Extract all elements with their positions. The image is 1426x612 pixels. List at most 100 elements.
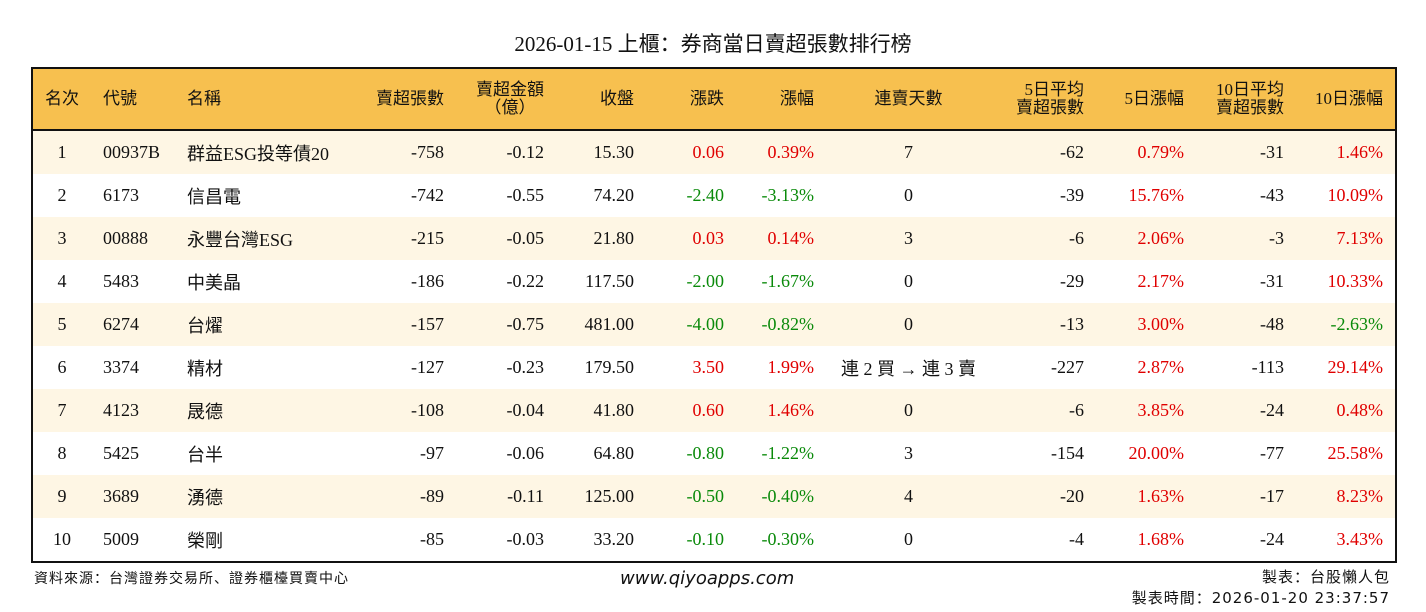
cell-pct: 1.46% [767,400,815,420]
cell-avg10: -48 [1260,314,1284,334]
table-row: 8 5425 台半 -97 -0.06 64.80 -0.80 -1.22% 3 -154 20.0… [32,432,1396,475]
cell-name: 晟德 [187,401,223,422]
cell-rank: 8 [57,443,67,463]
cell-code: 5483 [103,271,139,291]
cell-avg10: -17 [1260,486,1284,506]
table-row: 3 00888 永豐台灣ESG -215 -0.05 21.80 0.03 0.14% 3 -6 2… [32,217,1396,260]
cell-days: 4 [904,486,913,506]
cell-pct5: 3.00% [1137,314,1185,334]
cell-close: 41.80 [593,400,635,420]
cell-avg5: -39 [1060,185,1084,205]
maker: 製表：台股懶人包 [1261,568,1390,586]
cell-rank: 4 [57,271,67,291]
cell-rank: 6 [57,357,67,377]
cell-avg10: -31 [1260,142,1284,162]
cell-avg5: -6 [1069,400,1084,420]
cell-sell: -108 [411,400,444,420]
col-pct10: 10日漲幅 [1315,89,1383,108]
cell-pct5: 2.06% [1137,228,1185,248]
cell-days: 0 [904,529,913,549]
cell-avg5: -4 [1069,529,1084,549]
cell-code: 5425 [103,443,139,463]
cell-avg10: -24 [1260,400,1284,420]
col-name: 名稱 [187,89,221,108]
col-avg10-line2: 賣超張數 [1216,98,1284,117]
cell-avg5: -13 [1060,314,1084,334]
cell-name: 湧德 [187,487,223,508]
cell-sell: -89 [420,486,444,506]
cell-pct5: 0.79% [1137,142,1185,162]
cell-name: 榮剛 [187,530,223,551]
cell-rank: 3 [57,228,67,248]
made-time: 製表時間：2026-01-20 23:37:57 [1131,589,1390,607]
cell-avg5: -29 [1060,271,1084,291]
cell-code: 6274 [103,314,139,334]
cell-pct10: -2.63% [1330,314,1384,334]
cell-sell: -742 [411,185,444,205]
data-source: 資料來源：台灣證券交易所、證券櫃檯買賣中心 [34,571,349,587]
cell-code: 3689 [103,486,139,506]
cell-avg10: -31 [1260,271,1284,291]
cell-close: 21.80 [593,228,635,248]
cell-pct10: 0.48% [1336,400,1384,420]
cell-sell: -758 [411,142,444,162]
cell-amount: -0.12 [506,142,545,162]
cell-pct10: 10.09% [1327,185,1384,205]
cell-pct10: 7.13% [1336,228,1384,248]
website-link[interactable]: www.qiyoapps.com [620,568,795,589]
cell-days: 0 [904,185,913,205]
col-pct: 漲幅 [780,89,814,108]
cell-name: 台燿 [187,315,223,336]
cell-chg: 0.06 [692,142,725,162]
cell-close: 481.00 [584,314,635,334]
cell-avg5: -20 [1060,486,1084,506]
cell-pct5: 2.17% [1137,271,1185,291]
cell-code: 6173 [103,185,139,205]
cell-avg10: -43 [1260,185,1284,205]
cell-pct10: 3.43% [1336,529,1384,549]
cell-code: 00888 [103,228,148,248]
cell-sell: -186 [411,271,444,291]
cell-sell: -157 [411,314,444,334]
col-rank: 名次 [45,89,79,108]
table-row: 2 6173 信昌電 -742 -0.55 74.20 -2.40 -3.13% 0 -39 15.… [32,174,1396,217]
cell-amount: -0.22 [506,271,545,291]
cell-rank: 2 [57,185,67,205]
cell-code: 5009 [103,529,139,549]
col-avg5-line2: 賣超張數 [1016,98,1084,117]
cell-rank: 7 [57,400,67,420]
cell-avg5: -227 [1051,357,1084,377]
cell-pct10: 25.58% [1327,443,1384,463]
cell-pct: -1.22% [761,443,815,463]
col-sell: 賣超張數 [376,89,444,108]
col-amount-line1: 賣超金額 [476,80,544,99]
cell-close: 33.20 [593,529,635,549]
cell-avg10: -113 [1251,357,1284,377]
cell-amount: -0.75 [506,314,545,334]
table-row: 1 00937B 群益ESG投等債20 -758 -0.12 15.30 0.06 0.39%… [32,130,1396,174]
page-title: 2026-01-15 上櫃：券商當日賣超張數排行榜 [514,32,912,56]
col-code: 代號 [103,89,137,108]
cell-avg5: -154 [1051,443,1084,463]
table-row: 4 5483 中美晶 -186 -0.22 117.50 -2.00 -1.67% 0 -29 2.… [32,260,1396,303]
ranking-table: 名次 代號 名稱 賣超張數 賣超金額 （億） 收盤 漲跌 漲幅 連賣天數 5日平均… [31,67,1397,563]
col-close: 收盤 [600,89,634,108]
cell-chg: -4.00 [686,314,725,334]
cell-amount: -0.55 [506,185,545,205]
cell-chg: -0.10 [686,529,725,549]
cell-chg: -2.40 [686,185,725,205]
cell-name: 精材 [187,358,223,379]
cell-amount: -0.23 [506,357,545,377]
cell-chg: -0.80 [686,443,725,463]
col-avg5: 5日平均 賣超張數 [991,68,1096,130]
cell-sell: -85 [420,529,444,549]
cell-name: 信昌電 [187,186,241,207]
cell-pct: -3.13% [761,185,815,205]
cell-amount: -0.03 [506,529,545,549]
cell-days: 7 [904,142,913,162]
col-avg10-line1: 10日平均 [1216,80,1284,99]
cell-pct: -0.30% [761,529,815,549]
cell-pct: 0.14% [767,228,815,248]
cell-close: 64.80 [593,443,635,463]
col-avg10: 10日平均 賣超張數 [1196,68,1296,130]
